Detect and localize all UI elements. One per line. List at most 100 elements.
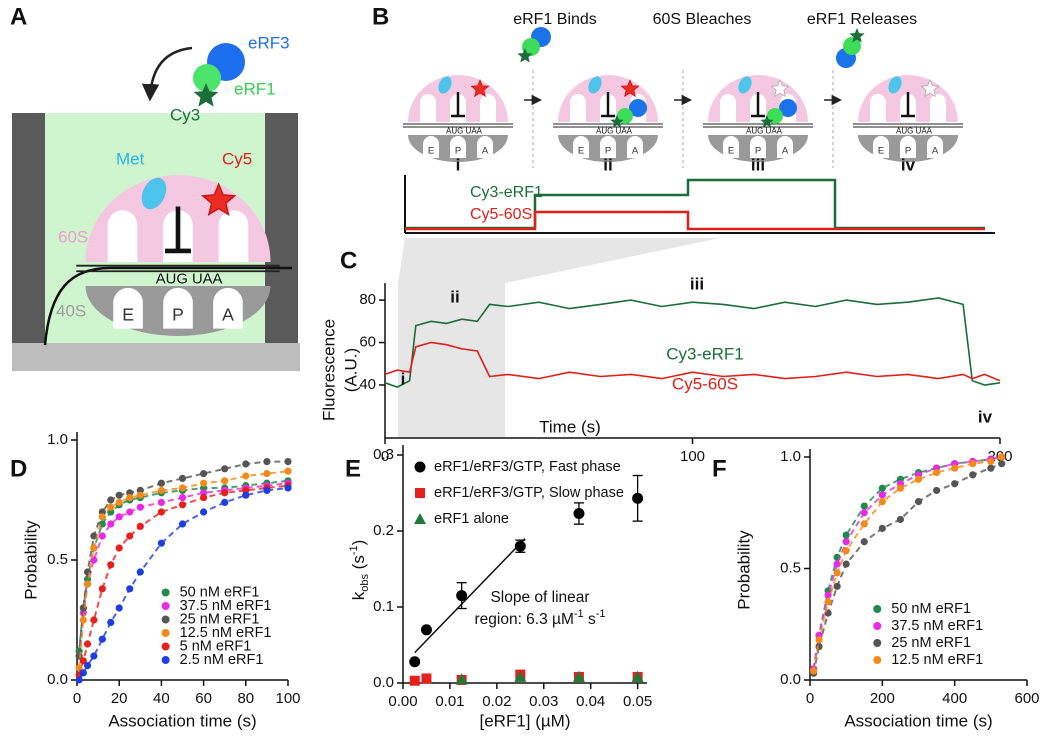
point	[178, 501, 187, 509]
erf1-icon	[843, 37, 861, 55]
fit-line	[78, 470, 289, 669]
y-tick-label: 0.5	[47, 551, 68, 568]
point	[242, 472, 250, 480]
point	[221, 465, 229, 473]
codons: AUG UAA	[446, 127, 483, 136]
y-tick-label: 0.2	[373, 522, 394, 539]
panel-label: D	[10, 455, 27, 482]
site-slot	[113, 287, 143, 329]
point	[932, 486, 941, 495]
step-label: eRF1 Binds	[513, 11, 597, 28]
x-tick-label: 0.00	[388, 693, 417, 710]
x-tick-label: 0.02	[482, 693, 511, 710]
y-tick-label: 0.0	[373, 674, 394, 691]
point	[810, 667, 818, 675]
point	[107, 561, 115, 569]
label-part: )	[349, 540, 368, 546]
x-tick-label: 100	[680, 448, 705, 465]
x-axis-label: Time (s)	[539, 417, 601, 436]
cy3-label: Cy3	[170, 105, 200, 124]
series-label: Cy5-60S	[672, 374, 738, 393]
point	[833, 582, 841, 590]
point	[914, 498, 923, 506]
point	[242, 460, 250, 468]
point	[136, 568, 144, 576]
erf3-label: eRF3	[248, 33, 290, 52]
y-axis-label: Fluorescence	[319, 319, 338, 421]
point	[115, 604, 123, 612]
x-tick-label: 200	[870, 690, 895, 707]
legend-label: 37.5 nM eRF1	[891, 618, 983, 634]
point	[178, 520, 187, 528]
y-tick-label: 0.3	[373, 446, 394, 463]
legend-key	[414, 513, 426, 524]
axis-label: kobs (s-1)	[348, 540, 371, 601]
state-label: ii	[603, 155, 612, 174]
y-tick-label: 40	[359, 376, 376, 393]
state-annotation: iii	[690, 274, 704, 293]
point	[107, 520, 115, 528]
point	[914, 475, 923, 483]
point	[79, 657, 87, 665]
legend-label: 12.5 nM eRF1	[891, 652, 983, 668]
x-tick-label: 0	[73, 690, 81, 707]
legend-label: 25 nM eRF1	[891, 635, 971, 651]
point	[455, 673, 468, 685]
site-slot	[480, 94, 496, 122]
legend-key	[161, 629, 170, 637]
site-label: E	[728, 146, 734, 157]
point	[932, 469, 941, 477]
panel-label: F	[712, 455, 727, 482]
point	[284, 484, 292, 492]
x-tick-label: 400	[942, 690, 967, 707]
series-label: Cy3-eRF1	[666, 344, 743, 363]
erf3-icon	[629, 99, 647, 117]
met	[588, 76, 602, 94]
surface	[12, 343, 300, 371]
fit-line	[78, 460, 288, 657]
legend-key	[414, 461, 426, 473]
point	[83, 662, 92, 670]
codons: AUG UAA	[896, 127, 933, 136]
legend-key	[161, 615, 170, 624]
40s-label: 40S	[56, 301, 86, 320]
site-label: P	[755, 146, 761, 157]
point	[420, 624, 432, 636]
trace	[384, 297, 1001, 388]
label-part: -1	[348, 545, 360, 555]
label-part: -1	[596, 608, 606, 620]
point	[126, 508, 134, 516]
point	[860, 520, 868, 528]
x-tick-label: 0.03	[529, 693, 558, 710]
panel-label: B	[372, 3, 389, 30]
label-part: k	[349, 591, 368, 600]
legend-key	[873, 656, 882, 664]
point	[263, 458, 271, 466]
cy5-star	[201, 182, 237, 216]
site-slot	[930, 94, 946, 122]
legend-label: 37.5 nM eRF1	[180, 598, 272, 614]
point	[969, 460, 977, 468]
fit-line	[414, 538, 526, 654]
y-tick-label: 0.0	[47, 671, 68, 688]
point	[126, 585, 134, 593]
fit-line	[812, 456, 1002, 670]
point	[896, 515, 905, 524]
legend-label: 50 nM eRF1	[180, 584, 260, 600]
cy5-star	[470, 78, 490, 98]
point	[951, 464, 959, 472]
point	[833, 560, 841, 568]
site-label: E	[578, 146, 584, 157]
erf1-label: eRF1	[234, 79, 276, 98]
cy5-star	[620, 78, 640, 98]
site-slot	[218, 210, 249, 262]
point	[824, 598, 832, 606]
zoom-shade	[398, 238, 720, 438]
x-tick-label: 0	[806, 690, 814, 707]
label-part: (s	[349, 555, 368, 574]
y-tick-label: 1.0	[47, 431, 68, 448]
cy5-star	[920, 78, 940, 98]
point	[998, 460, 1006, 468]
point	[200, 470, 208, 478]
fit-line	[78, 484, 289, 676]
